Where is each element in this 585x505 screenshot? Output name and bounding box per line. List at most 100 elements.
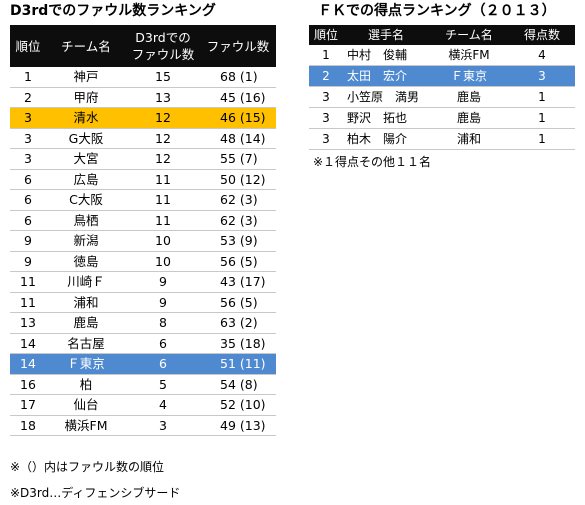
- cell-d3: 11: [126, 169, 200, 190]
- cell-team: 横浜FM: [429, 45, 509, 66]
- column-header-rank: 順位: [309, 25, 343, 45]
- column-header-d3-fouls: D3rdでの ファウル数: [126, 25, 200, 67]
- cell-rank: 3: [10, 148, 46, 170]
- cell-d3: 4: [126, 394, 200, 416]
- cell-fouls: 50 (12): [200, 169, 276, 190]
- cell-rank: 14: [10, 353, 46, 375]
- cell-rank: 3: [10, 107, 46, 129]
- cell-d3: 10: [126, 230, 200, 252]
- table-row: 3 野沢 拓也 鹿島 1: [309, 107, 575, 129]
- cell-rank: 11: [10, 292, 46, 313]
- table-row: 1 神戸 15 68 (1): [10, 67, 276, 88]
- cell-fouls: 51 (11): [200, 353, 276, 375]
- cell-goals: 1: [509, 107, 575, 129]
- cell-player: 柏木 陽介: [343, 128, 429, 150]
- table-row: 11 川崎Ｆ 9 43 (17): [10, 271, 276, 293]
- table-row: 2 太田 宏介 Ｆ東京 3: [309, 65, 575, 87]
- cell-d3: 15: [126, 67, 200, 88]
- cell-d3: 11: [126, 210, 200, 231]
- cell-team: 甲府: [46, 87, 126, 108]
- cell-rank: 1: [10, 67, 46, 88]
- table-row: 3 小笠原 満男 鹿島 1: [309, 86, 575, 108]
- cell-team: 仙台: [46, 394, 126, 416]
- foul-ranking-title: D3rdでのファウル数ランキング: [10, 3, 216, 19]
- fk-ranking-body: 1 中村 俊輔 横浜FM 4 2 太田 宏介 Ｆ東京 3 3 小笠原 満男 鹿島 1 3 野沢 拓也 鹿島 1…: [309, 45, 575, 150]
- cell-team: Ｆ東京: [46, 353, 126, 375]
- column-header-d3-line2: ファウル数: [131, 47, 195, 62]
- cell-team: 柏: [46, 374, 126, 395]
- cell-team: 浦和: [429, 128, 509, 150]
- cell-d3: 11: [126, 189, 200, 211]
- table-row: 6 C大阪 11 62 (3): [10, 189, 276, 211]
- cell-d3: 12: [126, 107, 200, 129]
- cell-d3: 6: [126, 333, 200, 354]
- cell-fouls: 46 (15): [200, 107, 276, 129]
- cell-d3: 3: [126, 415, 200, 436]
- cell-fouls: 68 (1): [200, 67, 276, 88]
- cell-rank: 14: [10, 333, 46, 354]
- cell-d3: 8: [126, 312, 200, 334]
- table-row: 14 名古屋 6 35 (18): [10, 333, 276, 354]
- cell-rank: 13: [10, 312, 46, 334]
- cell-fouls: 56 (5): [200, 251, 276, 272]
- table-row: 6 広島 11 50 (12): [10, 169, 276, 190]
- cell-d3: 6: [126, 353, 200, 375]
- cell-rank: 6: [10, 210, 46, 231]
- table-header-row: 順位 チーム名 D3rdでの ファウル数 ファウル数: [10, 25, 276, 67]
- table-row: 1 中村 俊輔 横浜FM 4: [309, 45, 575, 66]
- table-row: 18 横浜FM 3 49 (13): [10, 415, 276, 436]
- cell-fouls: 45 (16): [200, 87, 276, 108]
- cell-fouls: 55 (7): [200, 148, 276, 170]
- cell-team: C大阪: [46, 189, 126, 211]
- table-row: 13 鹿島 8 63 (2): [10, 312, 276, 334]
- cell-fouls: 56 (5): [200, 292, 276, 313]
- column-header-team: チーム名: [46, 25, 126, 67]
- cell-rank: 1: [309, 45, 343, 66]
- cell-fouls: 48 (14): [200, 128, 276, 149]
- cell-rank: 17: [10, 394, 46, 416]
- cell-team: 鹿島: [429, 107, 509, 129]
- table-row: 16 柏 5 54 (8): [10, 374, 276, 395]
- cell-d3: 13: [126, 87, 200, 108]
- cell-team: 徳島: [46, 251, 126, 272]
- cell-d3: 12: [126, 148, 200, 170]
- table-row: 3 G大阪 12 48 (14): [10, 128, 276, 149]
- cell-goals: 1: [509, 128, 575, 150]
- cell-goals: 3: [509, 65, 575, 87]
- cell-player: 中村 俊輔: [343, 45, 429, 66]
- table-row: 9 徳島 10 56 (5): [10, 251, 276, 272]
- cell-team: 横浜FM: [46, 415, 126, 436]
- cell-fouls: 62 (3): [200, 210, 276, 231]
- cell-rank: 9: [10, 251, 46, 272]
- cell-team: 川崎Ｆ: [46, 271, 126, 293]
- table-row: 2 甲府 13 45 (16): [10, 87, 276, 108]
- cell-team: 鹿島: [46, 312, 126, 334]
- cell-team: 鹿島: [429, 86, 509, 108]
- fk-ranking-title: ＦＫでの得点ランキング（２０１３）: [318, 3, 556, 19]
- cell-fouls: 52 (10): [200, 394, 276, 416]
- cell-rank: 6: [10, 169, 46, 190]
- fk-footnote: ※１得点その他１１名: [313, 155, 432, 169]
- cell-fouls: 62 (3): [200, 189, 276, 211]
- column-header-d3-line1: D3rdでの: [135, 30, 191, 45]
- cell-rank: 18: [10, 415, 46, 436]
- fk-ranking-table: 順位 選手名 チーム名 得点数 1 中村 俊輔 横浜FM 4 2 太田 宏介 Ｆ東京 3 3 小笠…: [309, 25, 575, 150]
- cell-team: 浦和: [46, 292, 126, 313]
- table-row: 9 新潟 10 53 (9): [10, 230, 276, 252]
- foul-footnote-d3rd: ※D3rd…ディフェンシブサード: [10, 486, 181, 500]
- cell-team: G大阪: [46, 128, 126, 149]
- cell-d3: 12: [126, 128, 200, 149]
- cell-rank: 2: [309, 65, 343, 87]
- table-row: 6 鳥栖 11 62 (3): [10, 210, 276, 231]
- column-header-player: 選手名: [343, 25, 429, 45]
- cell-team: 清水: [46, 107, 126, 129]
- column-header-fouls: ファウル数: [200, 25, 276, 67]
- cell-rank: 11: [10, 271, 46, 293]
- cell-player: 野沢 拓也: [343, 107, 429, 129]
- table-row: 3 柏木 陽介 浦和 1: [309, 128, 575, 150]
- table-row: 17 仙台 4 52 (10): [10, 394, 276, 416]
- cell-fouls: 53 (9): [200, 230, 276, 252]
- cell-d3: 9: [126, 271, 200, 293]
- cell-rank: 3: [309, 128, 343, 150]
- cell-team: 神戸: [46, 67, 126, 88]
